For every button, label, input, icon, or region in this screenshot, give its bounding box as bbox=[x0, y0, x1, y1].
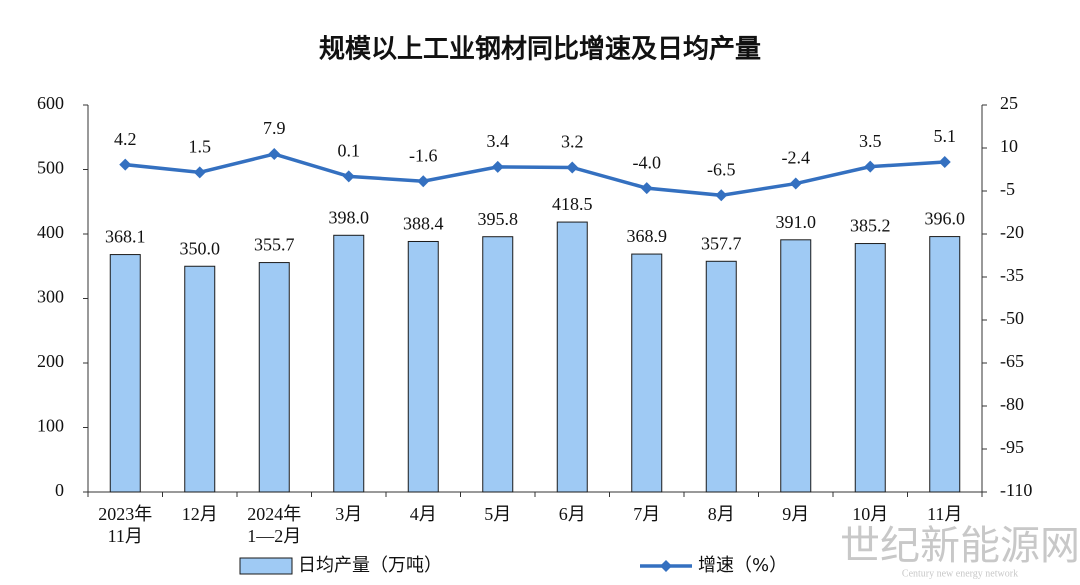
y2-tick-label: -95 bbox=[1000, 437, 1024, 457]
line-marker bbox=[566, 161, 579, 174]
x-tick-label: 6月 bbox=[559, 504, 586, 524]
x-tick-label: 11月 bbox=[927, 504, 962, 524]
y2-tick-label: -110 bbox=[1000, 480, 1032, 500]
line-value-label: -1.6 bbox=[409, 145, 438, 165]
bar bbox=[184, 265, 216, 493]
line-marker bbox=[491, 160, 504, 173]
x-tick-label: 10月 bbox=[852, 504, 888, 524]
line-value-label: 5.1 bbox=[934, 126, 957, 146]
line-value-label: 3.5 bbox=[859, 131, 882, 151]
line-marker bbox=[268, 148, 281, 161]
x-tick-label: 12月 bbox=[182, 504, 218, 524]
legend-swatch bbox=[239, 557, 293, 575]
x-tick-label: 4月 bbox=[410, 504, 437, 524]
line-value-label: 0.1 bbox=[338, 141, 361, 161]
y2-tick-label: -50 bbox=[1000, 308, 1024, 328]
x-tick-label: 2023年 11月 bbox=[98, 504, 152, 546]
y2-tick-label: 25 bbox=[1000, 93, 1018, 113]
line-value-label: 4.2 bbox=[114, 129, 137, 149]
x-tick-label: 7月 bbox=[633, 504, 660, 524]
watermark: 世纪新能源网 bbox=[840, 523, 1080, 569]
x-tick-label: 9月 bbox=[782, 504, 809, 524]
y-tick-label: 200 bbox=[37, 351, 64, 371]
bar bbox=[854, 243, 886, 493]
y2-tick-label: -80 bbox=[1000, 394, 1024, 414]
line-marker bbox=[789, 177, 802, 190]
y-tick-label: 400 bbox=[37, 222, 64, 242]
line-marker bbox=[417, 175, 430, 188]
bar bbox=[333, 234, 365, 493]
bar-value-label: 385.2 bbox=[850, 216, 891, 236]
y2-tick-label: -35 bbox=[1000, 265, 1024, 285]
bar-value-label: 388.4 bbox=[403, 214, 444, 234]
y2-tick-label: -20 bbox=[1000, 222, 1024, 242]
line-marker bbox=[342, 170, 355, 183]
bar-value-label: 368.9 bbox=[627, 226, 668, 246]
y-tick-label: 600 bbox=[37, 93, 64, 113]
bar-value-label: 396.0 bbox=[925, 209, 966, 229]
line-value-label: 1.5 bbox=[189, 136, 212, 156]
bar bbox=[258, 262, 290, 493]
bar-value-label: 391.0 bbox=[776, 212, 817, 232]
y-tick-label: 0 bbox=[55, 480, 64, 500]
bar bbox=[631, 253, 663, 493]
line-marker bbox=[864, 160, 877, 173]
x-tick-label: 8月 bbox=[708, 504, 735, 524]
bar bbox=[482, 236, 514, 493]
bar bbox=[780, 239, 812, 493]
x-tick-label: 5月 bbox=[484, 504, 511, 524]
line-marker bbox=[715, 189, 728, 202]
bar-value-label: 350.0 bbox=[180, 238, 221, 258]
y-tick-label: 300 bbox=[37, 287, 64, 307]
line-value-label: 3.4 bbox=[487, 131, 510, 151]
bar-value-label: 357.7 bbox=[701, 233, 742, 253]
line-marker bbox=[119, 158, 132, 171]
line-value-label: -2.4 bbox=[782, 148, 811, 168]
bar bbox=[407, 240, 439, 493]
bar-value-label: 368.1 bbox=[105, 227, 146, 247]
bar bbox=[705, 260, 737, 493]
watermark-subtitle: Century new energy network bbox=[902, 568, 1018, 579]
y2-tick-label: -65 bbox=[1000, 351, 1024, 371]
bar-value-label: 355.7 bbox=[254, 235, 295, 255]
bar bbox=[556, 221, 588, 493]
x-tick-label: 3月 bbox=[335, 504, 362, 524]
line-value-label: -6.5 bbox=[707, 159, 736, 179]
y2-tick-label: -5 bbox=[1000, 179, 1015, 199]
chart-title: 规模以上工业钢材同比增速及日均产量 bbox=[319, 34, 761, 65]
legend-marker bbox=[660, 560, 672, 572]
line-marker bbox=[640, 182, 653, 195]
legend-label: 日均产量（万吨） bbox=[298, 555, 442, 576]
line-value-label: 3.2 bbox=[561, 132, 584, 152]
line-value-label: -4.0 bbox=[633, 152, 662, 172]
y2-tick-label: 10 bbox=[1000, 136, 1018, 156]
y-tick-label: 100 bbox=[37, 416, 64, 436]
line-marker bbox=[938, 156, 951, 169]
bar-value-label: 395.8 bbox=[478, 209, 519, 229]
line-marker bbox=[193, 166, 206, 179]
bar-value-label: 398.0 bbox=[329, 207, 370, 227]
line bbox=[125, 152, 945, 198]
legend-label: 增速（%） bbox=[698, 555, 787, 576]
x-tick-label: 2024年 1—2月 bbox=[247, 504, 301, 546]
y-tick-label: 500 bbox=[37, 158, 64, 178]
line-value-label: 7.9 bbox=[263, 118, 286, 138]
bar-value-label: 418.5 bbox=[552, 194, 593, 214]
bar bbox=[109, 254, 141, 493]
bar bbox=[929, 236, 961, 493]
